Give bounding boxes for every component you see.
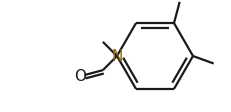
Text: O: O [75,68,86,83]
Text: N: N [111,49,123,64]
